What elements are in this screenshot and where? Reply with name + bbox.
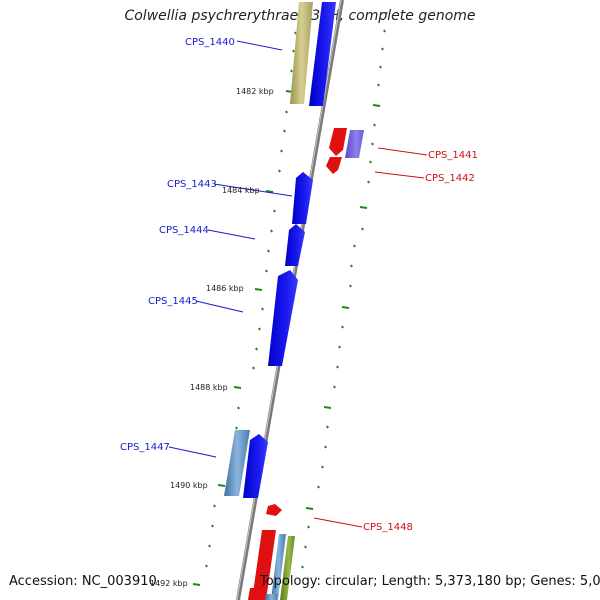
summary-separator: ; <box>373 574 382 589</box>
bottom-gene-red-small[interactable] <box>248 588 262 600</box>
accession-label: Accession: <box>9 574 82 589</box>
genome-summary: Topology: circular; Length: 5,373,180 bp… <box>260 574 600 589</box>
accession-value: NC_003910 <box>81 574 157 589</box>
bottom-gene-green[interactable] <box>280 536 295 600</box>
scale-label: 1484 kbp <box>222 186 260 195</box>
bottom-gene-steel[interactable] <box>271 534 286 600</box>
gene-cps-1445[interactable] <box>268 270 298 366</box>
forward-strand-features <box>224 2 336 600</box>
gene-label-cps-1445[interactable]: CPS_1445 <box>148 296 198 307</box>
gene-label-cps-1442[interactable]: CPS_1442 <box>425 173 475 184</box>
scale-label: 1482 kbp <box>236 87 274 96</box>
gene-label-cps-1440[interactable]: CPS_1440 <box>185 37 235 48</box>
gene-label-cps-1443[interactable]: CPS_1443 <box>167 179 217 190</box>
gene-label-cps-1441[interactable]: CPS_1441 <box>428 150 478 161</box>
gene-cps-1442[interactable] <box>326 157 342 174</box>
topology-value: circular <box>324 574 374 589</box>
gene-labels: CPS_1440 CPS_1441 CPS_1442 CPS_1443 CPS_… <box>120 37 478 533</box>
gene-cps-1447-neighbor[interactable] <box>224 430 250 496</box>
gene-cps-1444[interactable] <box>285 224 305 266</box>
gene-cps-1440-neighbor[interactable] <box>290 2 313 104</box>
gene-cps-1443[interactable] <box>292 172 313 224</box>
bottom-gene-steel-small[interactable] <box>265 594 278 600</box>
gene-leader-lines <box>168 40 428 528</box>
gene-cps-1440[interactable] <box>309 2 336 106</box>
summary-separator: ; <box>521 574 531 589</box>
scale-labels: 1482 kbp 1484 kbp 1486 kbp 1488 kbp 1490… <box>150 87 274 588</box>
genes-label: Genes: <box>530 574 580 589</box>
right-scale-ticks <box>301 11 388 569</box>
accession-info: Accession: NC_003910 <box>9 574 157 589</box>
scale-label: 1486 kbp <box>206 284 244 293</box>
gene-label-cps-1448[interactable]: CPS_1448 <box>363 522 413 533</box>
length-label: Length: <box>381 574 435 589</box>
gene-cps-1448[interactable] <box>266 504 282 516</box>
scale-label: 1492 kbp <box>150 579 188 588</box>
genes-value: 5,027 <box>579 574 600 589</box>
length-value: 5,373,180 bp <box>434 574 522 589</box>
scale-label: 1490 kbp <box>170 481 208 490</box>
gene-cps-1441-neighbor[interactable] <box>345 130 364 158</box>
gene-cps-1447[interactable] <box>243 434 268 498</box>
scale-label: 1488 kbp <box>190 383 228 392</box>
reverse-strand-features <box>248 128 364 600</box>
gene-label-cps-1444[interactable]: CPS_1444 <box>159 225 209 236</box>
gene-label-cps-1447[interactable]: CPS_1447 <box>120 442 170 453</box>
gene-cps-1441[interactable] <box>329 128 347 156</box>
bottom-gene-red[interactable] <box>252 530 276 600</box>
topology-label: Topology: <box>260 574 325 589</box>
